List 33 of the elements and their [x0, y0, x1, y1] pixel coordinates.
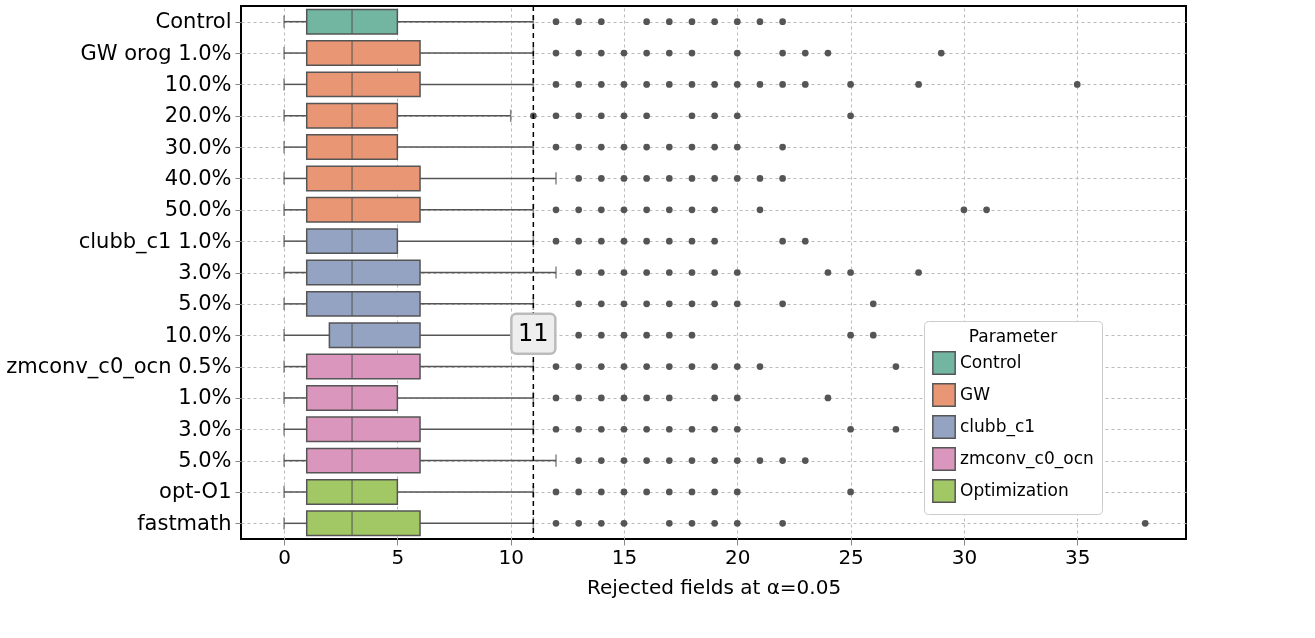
legend-label: zmconv_c0_ocn — [960, 448, 1094, 469]
y-tick-label: 5.0% — [178, 448, 232, 473]
y-tick-label: 30.0% — [164, 134, 232, 159]
legend-label: clubb_c1 — [960, 416, 1036, 437]
x-axis-title: Rejected fields at α=0.05 — [586, 574, 842, 599]
x-tick-label: 20 — [725, 544, 751, 569]
y-tick-label: opt-O1 — [159, 479, 232, 504]
legend-label: GW — [960, 384, 991, 404]
x-tick-label: 10 — [498, 544, 524, 569]
y-tick-label: 5.0% — [178, 291, 232, 316]
legend-label: Control — [960, 352, 1022, 372]
y-tick-label: Control — [155, 9, 232, 34]
y-tick-label: fastmath — [137, 510, 232, 535]
x-tick-label: 5 — [391, 544, 405, 569]
ref-line-label: 11 — [518, 318, 549, 347]
y-tick-label: 1.0% — [178, 385, 232, 410]
y-tick-label: 10.0% — [164, 71, 232, 96]
y-tick-label: 50.0% — [164, 197, 232, 222]
y-tick-label: 20.0% — [164, 103, 232, 128]
legend-title: Parameter — [968, 326, 1058, 346]
y-tick-label: 10.0% — [164, 322, 232, 347]
x-tick-label: 15 — [611, 544, 638, 569]
y-tick-label: 3.0% — [178, 416, 232, 441]
x-tick-label: 30 — [951, 544, 978, 569]
y-tick-label: 3.0% — [178, 260, 232, 284]
legend-label: Optimization — [960, 480, 1069, 500]
y-tick-label: GW orog 1.0% — [80, 40, 232, 65]
y-tick-label: 40.0% — [164, 165, 232, 190]
x-tick-label: 0 — [278, 544, 291, 569]
x-tick-label: 35 — [1065, 544, 1091, 569]
x-tick-label: 25 — [838, 544, 864, 569]
y-tick-label: zmconv_c0_ocn 0.5% — [6, 354, 232, 380]
y-tick-label: clubb_c1 1.0% — [78, 228, 232, 254]
